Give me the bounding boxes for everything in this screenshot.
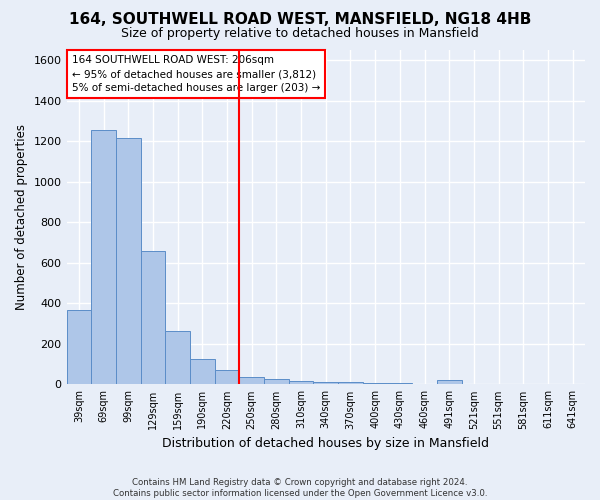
Bar bbox=[190, 359, 215, 384]
Bar bbox=[116, 138, 140, 384]
Bar bbox=[313, 382, 338, 384]
Bar bbox=[215, 370, 239, 384]
Text: 164 SOUTHWELL ROAD WEST: 206sqm
← 95% of detached houses are smaller (3,812)
5% : 164 SOUTHWELL ROAD WEST: 206sqm ← 95% of… bbox=[72, 55, 320, 93]
Bar bbox=[165, 330, 190, 384]
Bar bbox=[289, 382, 313, 384]
Bar bbox=[239, 378, 264, 384]
Bar bbox=[338, 382, 363, 384]
Bar bbox=[91, 130, 116, 384]
Bar bbox=[264, 380, 289, 384]
Y-axis label: Number of detached properties: Number of detached properties bbox=[15, 124, 28, 310]
X-axis label: Distribution of detached houses by size in Mansfield: Distribution of detached houses by size … bbox=[162, 437, 489, 450]
Text: Contains HM Land Registry data © Crown copyright and database right 2024.
Contai: Contains HM Land Registry data © Crown c… bbox=[113, 478, 487, 498]
Bar bbox=[437, 380, 461, 384]
Bar bbox=[67, 310, 91, 384]
Text: 164, SOUTHWELL ROAD WEST, MANSFIELD, NG18 4HB: 164, SOUTHWELL ROAD WEST, MANSFIELD, NG1… bbox=[69, 12, 531, 28]
Bar bbox=[140, 250, 165, 384]
Text: Size of property relative to detached houses in Mansfield: Size of property relative to detached ho… bbox=[121, 28, 479, 40]
